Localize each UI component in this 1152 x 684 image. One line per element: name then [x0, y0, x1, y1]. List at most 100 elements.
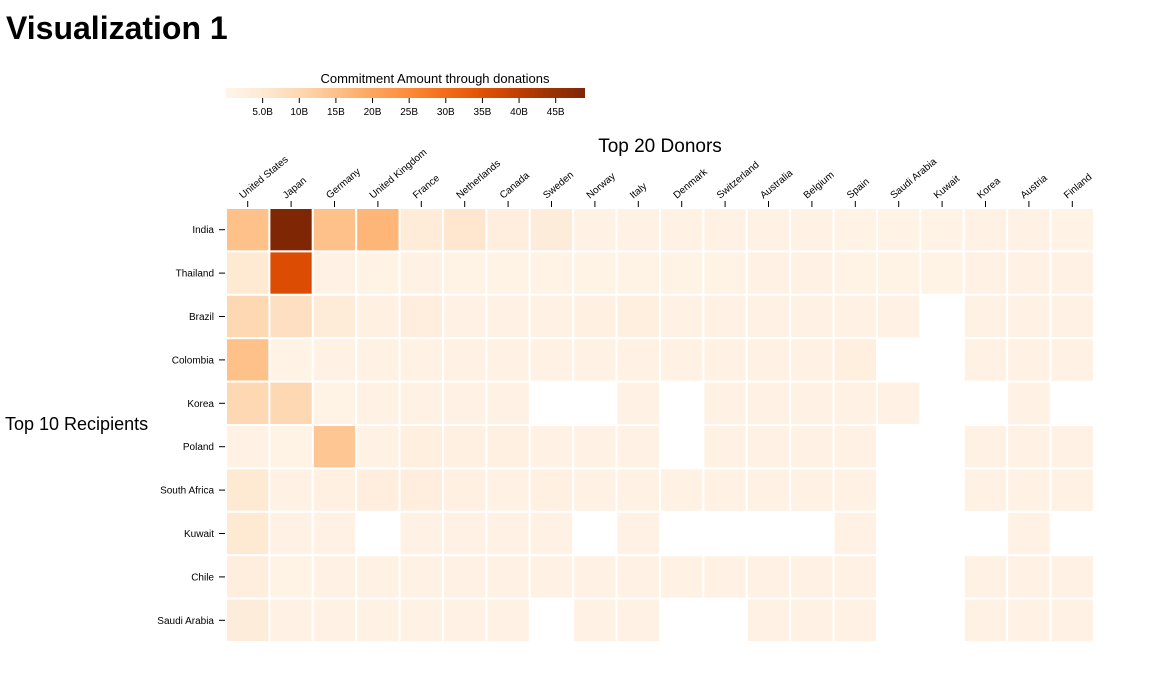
heatmap-cell: [1006, 380, 1052, 427]
heatmap-cell: [355, 554, 401, 600]
y-tick-label: Saudi Arabia: [157, 616, 214, 627]
heatmap-cell: [398, 424, 445, 470]
heatmap-cell: [485, 554, 531, 600]
legend-tick-label: 15B: [327, 107, 345, 118]
heatmap-cell: [572, 250, 618, 296]
x-tick-label: France: [411, 173, 442, 202]
heatmap-cell: [789, 207, 835, 253]
heatmap-cell: [485, 510, 531, 557]
heatmap-cell: [789, 250, 835, 296]
heatmap-cell: [832, 250, 878, 296]
heatmap-cell: [745, 597, 792, 643]
heatmap-cell: [528, 293, 575, 340]
heatmap-cell: [1006, 554, 1052, 600]
heatmap-cell: [1049, 597, 1095, 643]
heatmap-cell: [528, 554, 575, 600]
legend-tick-label: 45B: [547, 107, 565, 118]
heatmap-cell: [659, 337, 705, 383]
heatmap-cell: [919, 250, 965, 296]
heatmap-cell: [789, 554, 835, 600]
heatmap-cell: [962, 293, 1009, 340]
heatmap-cell: [268, 293, 314, 340]
y-tick-label: Colombia: [172, 355, 215, 366]
heatmap-cell: [355, 380, 401, 427]
heatmap-cell: [615, 597, 661, 643]
heatmap-cell: [311, 293, 358, 340]
heatmap-cell: [789, 424, 835, 470]
heatmap-cell: [572, 554, 618, 600]
heatmap-cell: [442, 510, 488, 557]
x-tick-label: Saudi Arabia: [889, 156, 940, 201]
heatmap-cell: [572, 467, 618, 513]
heatmap-cell: [311, 207, 358, 253]
heatmap-cell: [311, 467, 358, 513]
heatmap-cell: [485, 467, 531, 513]
heatmap-cell: [355, 293, 401, 340]
heatmap-cell: [615, 554, 661, 600]
y-axis: India Thailand Brazil Colombia Korea Poland So…: [157, 225, 225, 627]
heatmap-cell: [225, 337, 271, 383]
heatmap-cell: [832, 597, 878, 643]
heatmap-cell: [398, 597, 445, 643]
heatmap-cell: [1049, 250, 1095, 296]
heatmap-cell: [528, 424, 575, 470]
heatmap-cell: [659, 250, 705, 296]
heatmap-cell: [268, 510, 314, 557]
legend-tick-label: 30B: [437, 107, 455, 118]
heatmap-cell: [311, 250, 358, 296]
heatmap-cell: [572, 293, 618, 340]
heatmap-cell: [485, 424, 531, 470]
heatmap-cell: [832, 510, 878, 557]
heatmap-cell: [485, 380, 531, 427]
heatmap-cell: [572, 424, 618, 470]
heatmap-cell: [702, 554, 748, 600]
legend-tick-label: 5.0B: [252, 107, 273, 118]
heatmap-cell: [1006, 207, 1052, 253]
heatmap-cell: [876, 250, 922, 296]
heatmap-cell: [1006, 597, 1052, 643]
heatmap-cell: [919, 207, 965, 253]
y-tick-label: Kuwait: [184, 529, 214, 540]
heatmap-cell: [702, 467, 748, 513]
y-tick-label: Chile: [191, 572, 214, 583]
heatmap-cell: [1006, 424, 1052, 470]
heatmap-cell: [528, 337, 575, 383]
heatmap-cell: [225, 597, 271, 643]
heatmap-cell: [615, 250, 661, 296]
heatmap-cell: [789, 293, 835, 340]
heatmap-cell: [1006, 510, 1052, 557]
heatmap-cell: [442, 554, 488, 600]
heatmap-cell: [745, 467, 792, 513]
heatmap-cell: [268, 250, 314, 296]
heatmap-cell: [528, 510, 575, 557]
heatmap-cell: [832, 424, 878, 470]
heatmap-cell: [745, 207, 792, 253]
chart-title: Top 20 Donors: [598, 136, 722, 157]
heatmap-cell: [398, 293, 445, 340]
heatmap-cell: [268, 467, 314, 513]
heatmap-cell: [311, 554, 358, 600]
heatmap-cell: [962, 207, 1009, 253]
heatmap-cell: [789, 337, 835, 383]
heatmap-cell: [225, 554, 271, 600]
y-tick-label: India: [192, 225, 214, 236]
y-axis-title: Top 10 Recipients: [5, 414, 148, 434]
heatmap-cell: [702, 337, 748, 383]
x-tick-label: Austria: [1019, 173, 1050, 202]
heatmap-cell: [832, 337, 878, 383]
heatmap-cell: [659, 207, 705, 253]
heatmap-cell: [528, 467, 575, 513]
heatmap-cell: [398, 467, 445, 513]
legend-tick-label: 40B: [510, 107, 528, 118]
heatmap-cell: [615, 293, 661, 340]
heatmap-cell: [615, 337, 661, 383]
heatmap-cell: [1006, 467, 1052, 513]
heatmap-cell: [268, 207, 314, 253]
heatmap-cell: [832, 380, 878, 427]
heatmap-cell: [1049, 424, 1095, 470]
heatmap-cell: [615, 424, 661, 470]
heatmap-cell: [485, 293, 531, 340]
heatmap-cell: [225, 467, 271, 513]
heatmap-cell: [745, 250, 792, 296]
